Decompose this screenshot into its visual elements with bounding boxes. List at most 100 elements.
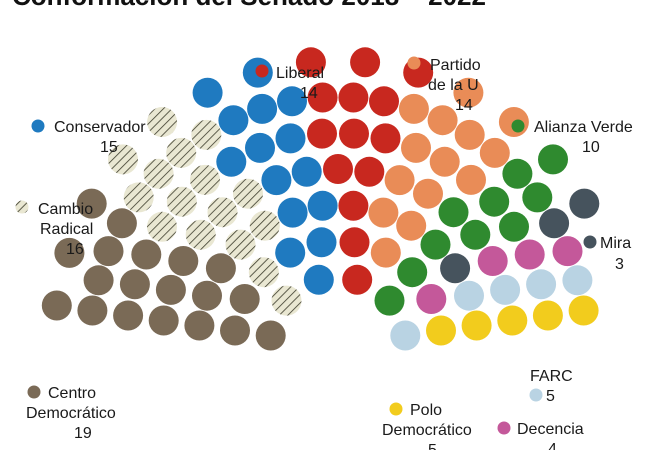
legend-label-liberal: Liberal: [276, 65, 324, 82]
seat-cambio-radical: [207, 197, 238, 228]
seat-conservador: [192, 77, 223, 108]
legend-group: Centro Democrático 19 Cambio Radical 16 Conser…: [15, 56, 633, 450]
seat-conservador: [261, 165, 292, 196]
legend-label-partido-de-la-u: Partido: [430, 57, 481, 74]
seat-cambio-radical: [248, 257, 279, 288]
seat-partido-de-la-u: [384, 165, 415, 196]
seat-alianza-verde: [522, 182, 553, 213]
legend-seats-liberal: 14: [300, 85, 318, 102]
seat-cambio-radical: [225, 229, 256, 260]
seat-partido-de-la-u: [453, 77, 484, 108]
seat-cambio-radical: [166, 186, 197, 217]
seat-conservador: [245, 132, 275, 163]
seat-mira: [539, 208, 570, 239]
seat-alianza-verde: [420, 229, 451, 260]
legend-label-cambio-radical: Cambio: [38, 201, 93, 218]
seat-cambio-radical: [249, 210, 280, 241]
seat-alianza-verde: [479, 186, 510, 217]
legend-seats-mira: 3: [615, 256, 624, 273]
seat-centro-democratico: [255, 320, 286, 351]
legend-marker-decencia: [497, 421, 511, 435]
seat-centro-democratico: [77, 295, 108, 326]
seat-conservador: [303, 264, 334, 295]
seat-liberal: [354, 156, 385, 187]
seat-alianza-verde: [538, 144, 568, 175]
seat-partido-de-la-u: [398, 93, 429, 124]
legend-seats-conservador: 15: [100, 139, 118, 156]
seat-farc: [454, 280, 484, 311]
seat-decencia: [514, 239, 545, 270]
seat-partido-de-la-u: [454, 119, 485, 150]
seat-cambio-radical: [233, 178, 263, 209]
seat-centro-democratico: [41, 290, 72, 321]
legend-seats-cambio-radical: 16: [66, 241, 84, 258]
seat-partido-de-la-u: [456, 164, 486, 195]
seat-centro-democratico: [113, 300, 144, 331]
seat-cambio-radical: [147, 107, 178, 137]
legend-label-decencia: Decencia: [517, 421, 584, 438]
seat-polo-democratico: [497, 305, 528, 336]
seat-polo-democratico: [461, 310, 492, 341]
seat-cambio-radical: [271, 285, 302, 316]
seat-liberal: [323, 154, 353, 184]
legend-seats-centro-democratico: 19: [74, 425, 92, 442]
seat-liberal: [369, 86, 399, 117]
seat-cambio-radical: [185, 219, 216, 250]
seat-alianza-verde: [438, 197, 469, 228]
seat-farc: [526, 269, 557, 300]
legend-seats-polo-democratico: 5: [428, 442, 437, 450]
seat-decencia: [552, 236, 583, 267]
seat-liberal: [342, 264, 373, 295]
legend-label-mira: Mira: [600, 235, 631, 252]
legend-label-polo-democratico: Democrático: [382, 422, 472, 439]
legend-seats-decencia: 4: [548, 441, 557, 450]
seat-alianza-verde: [502, 158, 533, 189]
seat-mira: [440, 253, 471, 284]
seat-alianza-verde: [460, 219, 491, 250]
legend-label-partido-de-la-u: de la U: [428, 77, 479, 94]
seat-centro-democratico: [184, 310, 215, 341]
seat-liberal: [307, 82, 338, 113]
legend-marker-alianza-verde: [511, 119, 525, 133]
seat-farc: [490, 274, 521, 305]
seat-conservador: [307, 190, 338, 221]
chart-title: Conformación del Senado 2018 – 2022: [12, 0, 486, 11]
legend-label-polo-democratico: Polo: [410, 402, 442, 419]
legend-label-conservador: Conservador: [54, 119, 146, 136]
seat-conservador: [216, 146, 247, 177]
seat-conservador: [247, 93, 278, 124]
seat-centro-democratico: [119, 269, 150, 300]
seat-centro-democratico: [83, 265, 114, 296]
legend-label-centro-democratico: Democrático: [26, 405, 116, 422]
seat-centro-democratico: [54, 237, 85, 268]
legend-marker-polo-democratico: [389, 402, 403, 416]
seat-farc: [562, 265, 593, 296]
seat-partido-de-la-u: [368, 197, 399, 228]
seat-liberal: [339, 227, 370, 258]
seat-alianza-verde: [499, 211, 529, 242]
seat-liberal: [338, 190, 369, 221]
seat-decencia: [416, 284, 447, 314]
legend-marker-partido-de-la-u: [407, 56, 421, 70]
legend-marker-mira: [583, 235, 597, 249]
seat-partido-de-la-u: [396, 210, 427, 241]
legend-label-cambio-radical: Radical: [40, 221, 93, 238]
seat-centro-democratico: [168, 246, 199, 276]
seat-conservador: [277, 86, 307, 117]
legend-label-centro-democratico: Centro: [48, 385, 96, 402]
legend-label-alianza-verde: Alianza Verde: [534, 119, 633, 136]
seat-polo-democratico: [568, 295, 599, 326]
seat-liberal: [295, 47, 326, 78]
seat-conservador: [275, 123, 306, 154]
seat-partido-de-la-u: [401, 132, 431, 163]
seat-alianza-verde: [397, 257, 428, 288]
legend-seats-alianza-verde: 10: [582, 139, 600, 156]
seat-centro-democratico: [192, 280, 222, 311]
seat-partido-de-la-u: [479, 137, 510, 168]
seat-conservador: [275, 237, 306, 268]
seat-cambio-radical: [108, 144, 138, 175]
seat-polo-democratico: [426, 315, 456, 346]
seat-centro-democratico: [229, 284, 260, 314]
legend-seats-partido-de-la-u: 14: [455, 97, 473, 114]
